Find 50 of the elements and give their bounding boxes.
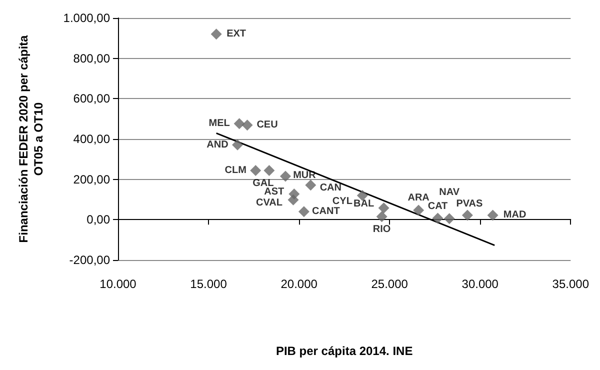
y-tick-label: 600,00 bbox=[73, 92, 110, 106]
point bbox=[280, 170, 291, 182]
point bbox=[444, 213, 455, 224]
point bbox=[250, 164, 262, 176]
y-tick-label: 1.000,00 bbox=[63, 11, 110, 25]
point bbox=[288, 194, 299, 206]
annotation: CAN bbox=[320, 182, 342, 194]
y-tick-label: 400,00 bbox=[73, 132, 110, 146]
point bbox=[462, 210, 473, 221]
y-tick-label: -200,00 bbox=[69, 253, 110, 267]
x-tick-label: 25.000 bbox=[371, 277, 408, 291]
x-tick-label: 35.000 bbox=[552, 277, 590, 291]
y-axis-title: Financiación FEDER 2020 per cápita OT05 a OT10 bbox=[16, 34, 46, 243]
annotation: CAT bbox=[428, 200, 448, 212]
annotation: CYL bbox=[332, 196, 352, 207]
annotation: AND bbox=[206, 139, 228, 150]
annotation: CLM bbox=[224, 164, 246, 176]
annotation: ARA bbox=[408, 192, 430, 204]
point bbox=[242, 120, 253, 131]
point bbox=[376, 211, 388, 222]
x-tick-label: 30.000 bbox=[462, 277, 499, 291]
x-tick-label: 15.000 bbox=[190, 277, 228, 291]
x-axis-title: PIB per cápita 2014. INE bbox=[276, 344, 413, 358]
y-tick-label: 200,00 bbox=[73, 172, 110, 186]
point bbox=[232, 139, 243, 150]
annotation: GAL bbox=[252, 178, 274, 189]
annotation: MEL bbox=[208, 118, 230, 130]
point bbox=[432, 212, 444, 224]
annotation: BAL bbox=[354, 198, 374, 210]
annotation: RIO bbox=[372, 224, 391, 236]
point bbox=[305, 180, 316, 191]
point bbox=[234, 118, 245, 130]
y-tick-label: 0,00 bbox=[86, 212, 110, 227]
point bbox=[378, 202, 390, 214]
annotation: CEU bbox=[256, 120, 278, 131]
x-tick-label: 10.000 bbox=[100, 277, 137, 291]
point bbox=[264, 164, 275, 176]
point bbox=[413, 204, 424, 216]
x-tick-label: 20.000 bbox=[280, 277, 318, 291]
annotation: CANT bbox=[312, 206, 340, 218]
annotation: NAV bbox=[439, 187, 460, 198]
annotation: AST bbox=[264, 186, 284, 198]
point bbox=[210, 28, 222, 40]
annotation: PVAS bbox=[456, 198, 484, 210]
point bbox=[487, 210, 498, 221]
annotation: EXT bbox=[226, 28, 246, 40]
annotation: CVAL bbox=[256, 197, 283, 208]
y-tick-label: 800,00 bbox=[73, 51, 110, 66]
annotation: MAD bbox=[503, 210, 526, 221]
point bbox=[298, 206, 310, 218]
